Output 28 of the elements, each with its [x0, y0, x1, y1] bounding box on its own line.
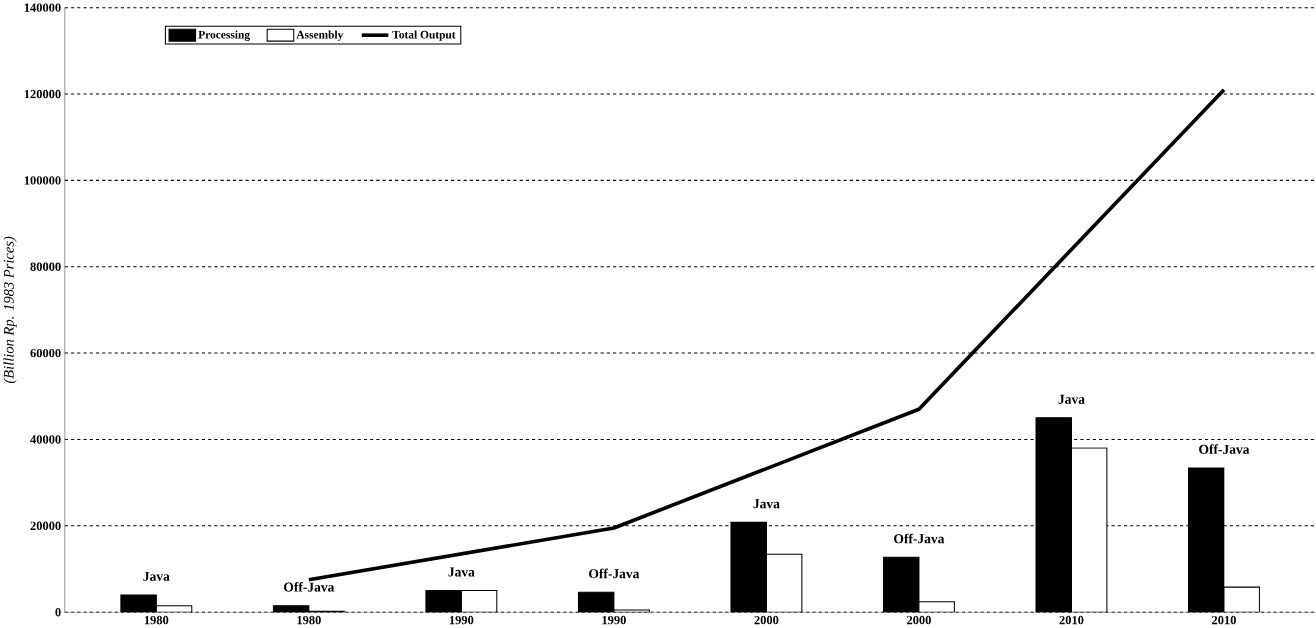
- y-tick-label: 120000: [24, 89, 61, 99]
- annotation: Off-Java: [284, 582, 335, 592]
- annotation: Off-Java: [894, 533, 945, 544]
- annotation: Off-Java: [1199, 444, 1250, 455]
- annotation: Java: [143, 572, 170, 581]
- y-tick-label: 100000: [24, 176, 61, 185]
- x-tick-label: 2000: [754, 615, 779, 625]
- y-tick-label: 20000: [30, 521, 61, 531]
- y-tick-label: 80000: [30, 262, 61, 272]
- legend-label: Assembly: [296, 30, 344, 41]
- y-tick-label: 60000: [30, 349, 61, 358]
- y-tick-label: 0: [55, 608, 61, 617]
- x-tick-label: 1990: [602, 615, 626, 625]
- x-tick-label: 1990: [449, 615, 474, 625]
- annotation: Java: [1058, 394, 1085, 404]
- x-tick-label: 2000: [907, 615, 931, 625]
- y-tick-label: 40000: [30, 435, 61, 444]
- annotation: Off-Java: [589, 568, 640, 579]
- annotation: Java: [448, 567, 475, 577]
- x-tick-label: 1980: [297, 615, 321, 625]
- x-tick-label: 1980: [144, 615, 169, 625]
- y-axis-title: (Billion Rp. 1983 Prices): [3, 236, 17, 384]
- annotation: Java: [753, 499, 780, 509]
- legend-label: Total Output: [392, 30, 456, 41]
- x-tick-label: 2010: [1212, 615, 1236, 625]
- x-tick-label: 2010: [1059, 615, 1084, 625]
- y-tick-label: 140000: [24, 3, 61, 12]
- legend-label: Processing: [198, 30, 250, 42]
